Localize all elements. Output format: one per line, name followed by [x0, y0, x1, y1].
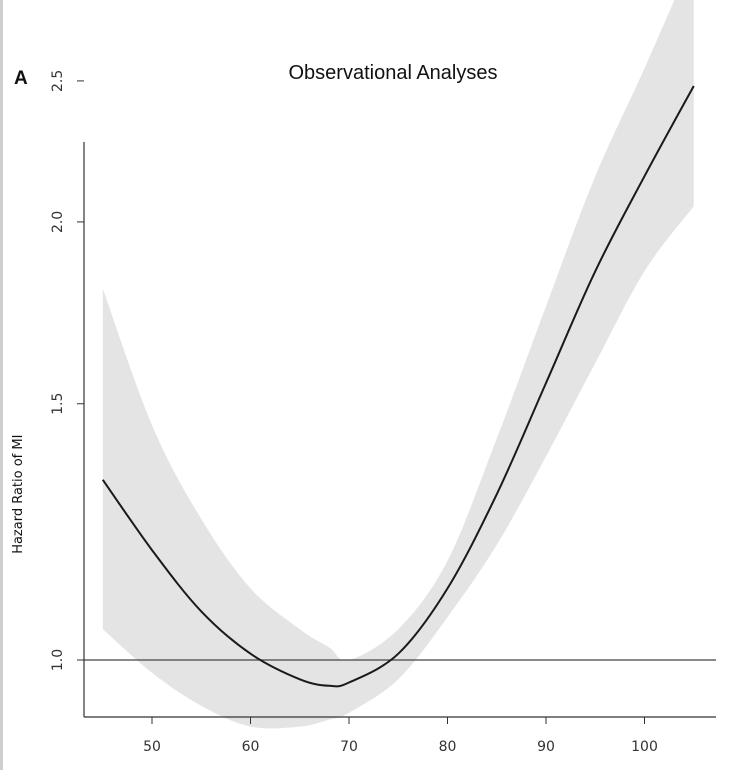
y-tick-label: 2.5 [50, 70, 66, 92]
x-tick-label: 60 [242, 739, 260, 755]
x-tick-label: 90 [537, 739, 555, 755]
confidence-band [102, 0, 694, 729]
panel-label: A [14, 68, 28, 89]
x-tick-label: 100 [631, 739, 658, 755]
y-axis-label: Hazard Ratio of MI [11, 435, 26, 554]
y-tick-label: 1.0 [50, 649, 66, 671]
hazard-ratio-curve [101, 85, 695, 688]
chart-title: Observational Analyses [288, 62, 498, 84]
left-border [0, 0, 3, 770]
x-tick-label: 80 [439, 739, 457, 755]
x-tick-label: 70 [340, 739, 358, 755]
x-tick-label: 50 [143, 739, 161, 755]
y-tick-label: 2.0 [50, 211, 66, 233]
y-tick-label: 1.5 [50, 393, 66, 415]
